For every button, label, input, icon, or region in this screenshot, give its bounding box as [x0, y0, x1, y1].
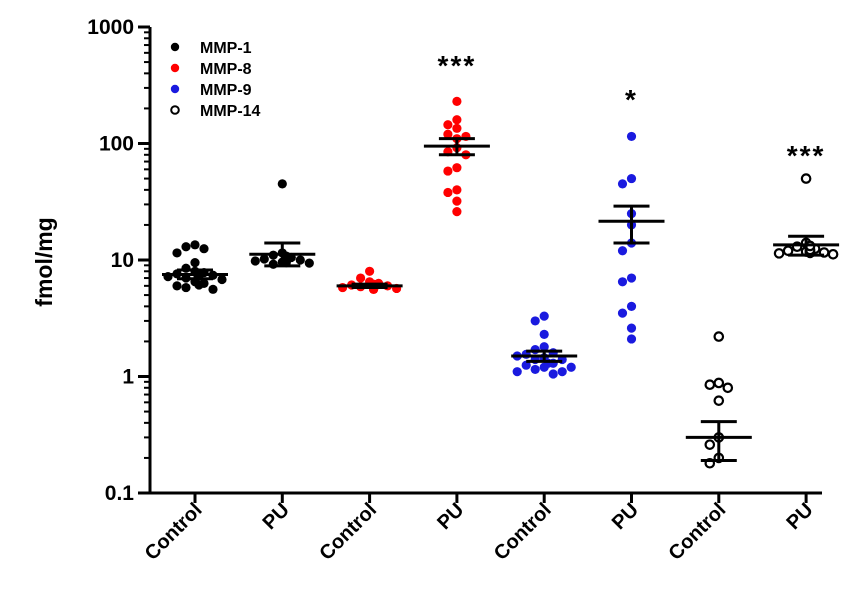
data-point: [530, 364, 540, 375]
data-point: [548, 369, 558, 379]
data-point: [722, 382, 734, 394]
data-point: [626, 323, 637, 333]
data-point: [704, 439, 716, 450]
data-point: [713, 331, 725, 342]
data-point: [539, 329, 549, 339]
y-ticks: 0.1 1 10 100 1000: [87, 16, 150, 505]
x-tick-label: Control: [141, 499, 207, 565]
data-group: [162, 240, 228, 294]
data-point: [172, 281, 182, 291]
legend-marker: [170, 63, 180, 73]
data-point: [704, 379, 716, 391]
data-point: [452, 163, 462, 173]
data-point: [626, 131, 637, 142]
data-point: [512, 367, 522, 377]
category-labels: Control PU Control PU Control PU Control PU: [141, 493, 818, 565]
data-point: [295, 255, 305, 265]
data-point: [365, 266, 375, 276]
data-point: [530, 345, 540, 355]
data-point: [443, 187, 453, 198]
x-tick-label: PU: [259, 499, 294, 534]
data-point: [181, 242, 191, 252]
y-tick-label: 1000: [87, 16, 134, 39]
data-group: [598, 131, 665, 344]
data-point: [452, 123, 462, 133]
significance-marker: ***: [438, 50, 477, 81]
data-point: [713, 377, 725, 389]
x-tick-label: PU: [608, 499, 643, 534]
data-point: [356, 273, 366, 283]
data-point: [539, 342, 549, 352]
data-point: [194, 280, 204, 290]
data-point: [172, 248, 182, 258]
data-point: [617, 308, 628, 318]
data-point: [190, 240, 200, 250]
legend-marker: [170, 105, 180, 115]
data-point: [277, 179, 287, 189]
x-tick-label: PU: [433, 499, 468, 534]
y-tick-label: 1: [122, 366, 134, 389]
data-point: [800, 173, 812, 184]
data-point: [452, 115, 462, 125]
y-tick-label: 10: [111, 249, 134, 272]
significance-marker: ***: [787, 140, 826, 171]
data-point: [250, 256, 260, 266]
data-group: [685, 331, 752, 469]
data-point: [268, 259, 278, 269]
legend: MMP-1 MMP-8 MMP-9 MMP-14: [170, 40, 261, 120]
data-point: [208, 284, 218, 294]
y-axis-label: fmol/mg: [31, 217, 57, 306]
data-point: [443, 166, 453, 176]
data-group: [511, 311, 578, 379]
data-point: [617, 179, 628, 189]
data-point: [626, 273, 637, 283]
x-tick-label: Control: [665, 499, 731, 565]
legend-marker: [170, 42, 180, 52]
data-point: [566, 362, 576, 372]
legend-label: MMP-8: [200, 61, 252, 78]
data-point: [304, 258, 314, 268]
data-point: [452, 96, 462, 106]
data-point: [617, 246, 628, 256]
significance-marker: *: [625, 84, 638, 115]
data-point: [199, 244, 209, 254]
legend-label: MMP-9: [200, 82, 252, 99]
data-point: [626, 334, 637, 344]
data-point: [713, 395, 725, 406]
data-group: [336, 266, 403, 294]
x-tick-label: PU: [782, 499, 817, 534]
data-point: [827, 248, 839, 260]
data-point: [452, 185, 462, 195]
data-point: [539, 311, 549, 321]
data-group: [249, 179, 316, 269]
data-point: [521, 360, 531, 370]
y-tick-label: 100: [99, 133, 134, 156]
data-point: [617, 277, 628, 287]
x-tick-label: Control: [490, 499, 556, 565]
y-tick-label: 0.1: [105, 482, 135, 505]
legend-label: MMP-14: [200, 103, 261, 120]
data-point: [557, 367, 567, 377]
data-point: [773, 248, 785, 259]
data-point: [452, 196, 462, 206]
legend-marker: [170, 84, 180, 94]
annotations: *******: [438, 50, 826, 171]
x-tick-label: Control: [315, 499, 381, 565]
data-point: [443, 120, 453, 130]
data-group: [773, 173, 840, 260]
data-point: [443, 129, 453, 139]
data-point: [338, 282, 348, 293]
data-point: [626, 173, 637, 184]
data-point: [181, 282, 191, 293]
legend-label: MMP-1: [200, 40, 252, 57]
data-point: [626, 301, 637, 311]
data-point: [190, 257, 200, 268]
data-point: [452, 207, 462, 217]
data-group: [423, 96, 490, 217]
data-point: [259, 254, 269, 264]
data-point: [530, 316, 540, 326]
data-groups: [162, 96, 840, 469]
data-point: [217, 274, 227, 285]
